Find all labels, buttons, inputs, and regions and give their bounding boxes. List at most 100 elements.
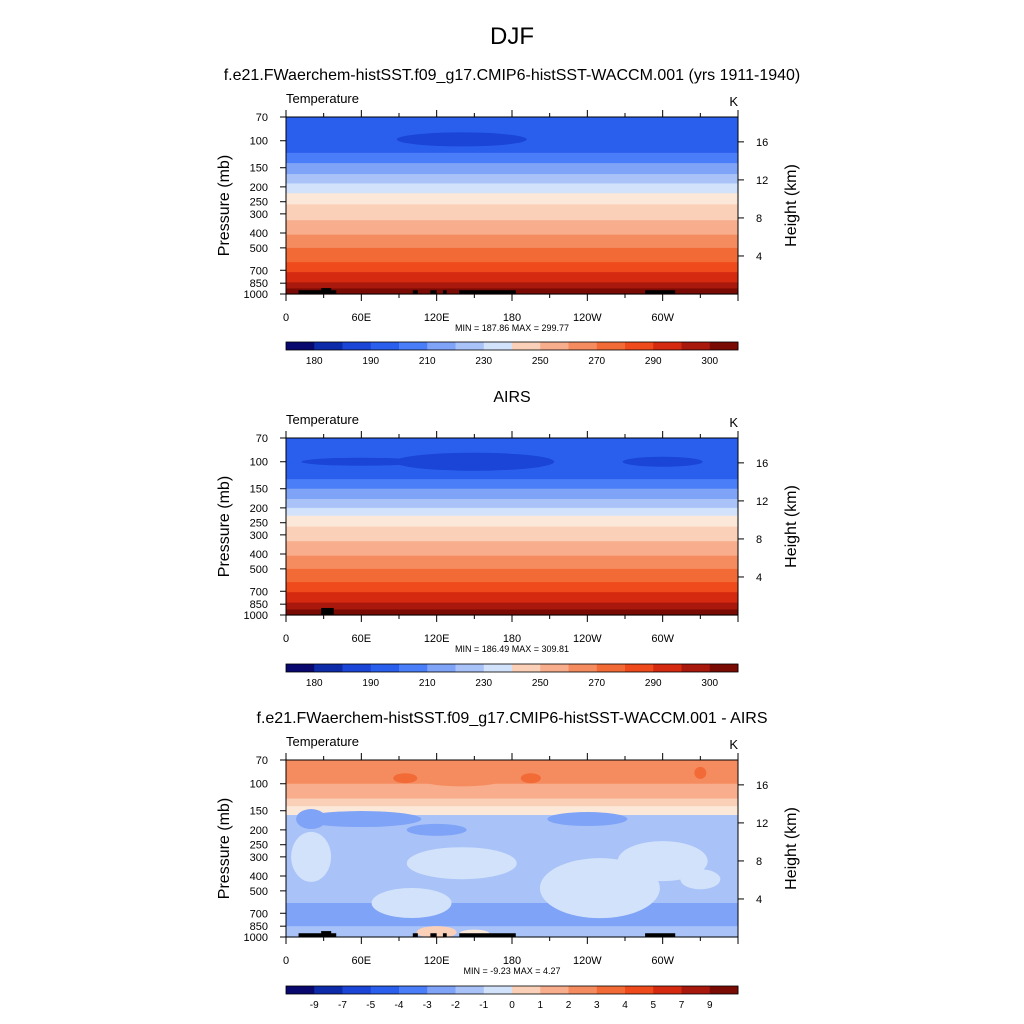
colorbar-swatch (625, 664, 654, 672)
terrain-mask (412, 933, 418, 937)
y2-axis-label: Height (km) (783, 485, 800, 568)
y-tick-label: 250 (250, 840, 268, 852)
contour-band (286, 806, 738, 816)
terrain-mask (442, 933, 447, 937)
cold-core (394, 452, 555, 471)
variable-label: Temperature (286, 734, 359, 749)
y-tick-label: 250 (250, 518, 268, 530)
y-tick-label: 500 (250, 243, 268, 255)
contour-band (286, 541, 738, 557)
x-tick-label: 60W (651, 312, 674, 324)
y-tick-label: 70 (256, 433, 268, 445)
y-tick-label: 500 (250, 886, 268, 898)
contour-band (286, 174, 738, 185)
contour-band (286, 204, 738, 221)
colorbar-swatch (681, 986, 711, 994)
colorbar-swatch (596, 986, 626, 994)
contour-band (286, 479, 738, 490)
colorbar-label: 0 (509, 1000, 515, 1011)
x-tick-label: 60W (651, 633, 674, 645)
colorbar-swatch (286, 342, 315, 350)
colorbar-label: -1 (479, 1000, 488, 1011)
y-tick-label: 400 (250, 549, 268, 561)
contour-band (286, 902, 738, 927)
colorbar-label: 7 (679, 1000, 685, 1011)
x-tick-label: 60E (352, 312, 372, 324)
colorbar: 180 190 210 230 250 270 290 300 (285, 663, 739, 689)
y-tick-label: 300 (250, 209, 268, 221)
terrain-mask (321, 288, 332, 294)
y-tick-label: 200 (250, 825, 268, 837)
colorbar-label: 210 (419, 678, 436, 689)
y-axis-label: Pressure (mb) (216, 798, 233, 899)
x-tick-label: 120E (424, 633, 450, 645)
y-tick-label: 850 (250, 278, 268, 290)
colorbar-swatch (596, 342, 626, 350)
terrain-mask (298, 933, 337, 937)
colorbar-label: 290 (645, 356, 662, 367)
contour-band (286, 592, 738, 604)
contour-band (286, 193, 738, 205)
y-tick-label: 1000 (244, 289, 268, 301)
colorbar-swatch (314, 986, 343, 994)
colorbar-swatch (427, 986, 456, 994)
y-tick-label: 300 (250, 852, 268, 864)
contour-band (286, 272, 738, 283)
terrain-mask (442, 290, 447, 294)
x-tick-label: 180 (503, 955, 521, 967)
y-tick-label: 850 (250, 921, 268, 933)
contour-band (286, 798, 738, 807)
contour-blob (406, 823, 467, 836)
colorbar-swatch (512, 664, 541, 672)
contour-blob (301, 811, 422, 828)
y2-tick-label: 16 (756, 458, 768, 470)
y-tick-label: 400 (250, 228, 268, 240)
y2-tick-label: 4 (756, 894, 762, 906)
contour-plot (286, 760, 738, 939)
colorbar-swatch (399, 986, 428, 994)
x-axis: 0 60E 120E 180 120W 60W (283, 753, 739, 967)
cold-core (622, 456, 703, 467)
panel-2: AIRS701001502002503004005007008501000Pre… (216, 389, 800, 689)
colorbar-swatch (540, 342, 569, 350)
contour-band (286, 234, 738, 249)
y-tick-label: 200 (250, 503, 268, 515)
colorbar-swatch (455, 986, 485, 994)
y-tick-label: 100 (250, 779, 268, 791)
contour-band (286, 152, 738, 164)
y-tick-label: 250 (250, 197, 268, 209)
x-tick-label: 0 (283, 633, 289, 645)
y2-tick-label: 4 (756, 251, 762, 263)
y2-tick-label: 12 (756, 496, 768, 508)
colorbar-label: 9 (707, 1000, 713, 1011)
contour-blob (680, 869, 721, 890)
colorbar-label: 290 (645, 678, 662, 689)
terrain-mask (412, 290, 418, 294)
colorbar-swatch (653, 664, 682, 672)
colorbar-swatch (625, 342, 654, 350)
y-tick-label: 400 (250, 871, 268, 883)
terrain-mask (645, 290, 676, 294)
colorbar-swatch (370, 986, 400, 994)
y-tick-label: 700 (250, 908, 268, 920)
colorbar-swatch (568, 342, 598, 350)
terrain-mask (298, 290, 337, 294)
colorbar-swatch (709, 664, 739, 672)
colorbar-label: 210 (419, 356, 436, 367)
contour-blob (393, 773, 418, 784)
contour-band (286, 760, 738, 785)
units-label: K (729, 94, 738, 109)
y2-tick-label: 8 (756, 856, 762, 868)
contour-blob (520, 773, 541, 784)
contour-band (286, 183, 738, 194)
cold-core (396, 132, 527, 147)
colorbar-swatch (286, 986, 315, 994)
colorbar-swatch (625, 986, 654, 994)
x-tick-label: 60E (352, 955, 372, 967)
colorbar-swatch (540, 986, 569, 994)
colorbar-label: -5 (366, 1000, 375, 1011)
contour-band (286, 498, 738, 509)
